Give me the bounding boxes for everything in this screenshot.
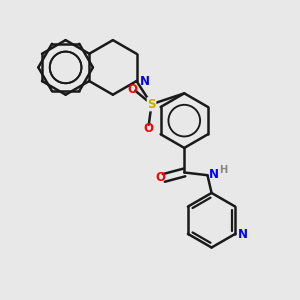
Text: O: O bbox=[144, 122, 154, 135]
Text: S: S bbox=[147, 98, 156, 111]
Text: O: O bbox=[127, 83, 137, 96]
Text: O: O bbox=[155, 171, 165, 184]
Text: N: N bbox=[238, 228, 248, 241]
Text: N: N bbox=[209, 168, 219, 181]
Text: N: N bbox=[140, 75, 149, 88]
Text: H: H bbox=[219, 165, 227, 175]
